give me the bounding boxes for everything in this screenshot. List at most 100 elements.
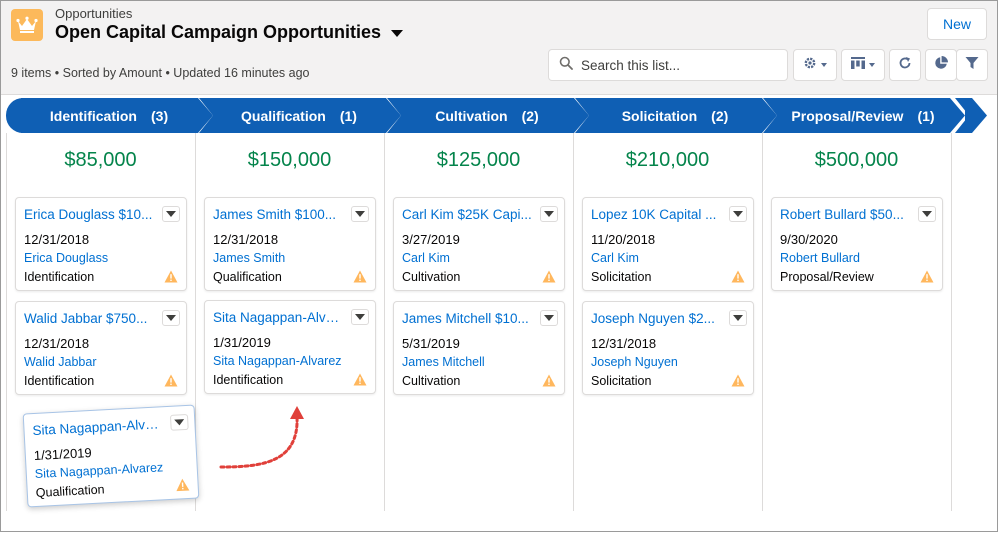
stage-name: Qualification [241, 107, 326, 124]
stage-chevron [971, 98, 987, 133]
list-view-title[interactable]: Open Capital Campaign Opportunities [55, 22, 404, 43]
chevron-down-icon [355, 211, 365, 217]
card-actions-button[interactable] [162, 310, 180, 326]
chevron-down-icon [733, 211, 743, 217]
chevron-down-icon[interactable] [391, 30, 404, 37]
opportunity-name-link[interactable]: Joseph Nguyen $2... [591, 311, 715, 326]
stage-notch [763, 98, 777, 133]
card-actions-button[interactable] [351, 206, 369, 222]
column-total-amount: $150,000 [247, 149, 332, 171]
contact-link[interactable]: Carl Kim [591, 251, 639, 265]
column-divider [762, 133, 763, 511]
opportunity-card[interactable]: Lopez 10K Capital ... 11/20/2018 Carl Ki… [582, 197, 754, 291]
stage-qualification[interactable]: Qualification (1) [213, 98, 385, 133]
gear-icon [803, 56, 817, 75]
opportunity-card[interactable]: Robert Bullard $50... 9/30/2020 Robert B… [771, 197, 943, 291]
card-actions-button[interactable] [540, 206, 558, 222]
stage-notch [199, 98, 213, 133]
contact-link[interactable]: Erica Douglass [24, 251, 109, 265]
dragged-opportunity-card[interactable]: Sita Nagappan-Alva... 1/31/2019 Sita Nag… [22, 404, 200, 508]
stage-count: (3) [151, 107, 169, 124]
search-input[interactable] [581, 57, 771, 73]
chevron-down-icon [355, 314, 365, 320]
close-date: 1/31/2019 [213, 335, 271, 350]
opportunity-card[interactable]: Joseph Nguyen $2... 12/31/2018 Joseph Ng… [582, 301, 754, 395]
contact-link[interactable]: Carl Kim [402, 251, 450, 265]
column-divider [384, 133, 385, 511]
refresh-icon [898, 56, 912, 75]
opportunity-card[interactable]: Walid Jabbar $750... 12/31/2018 Walid Ja… [15, 301, 187, 395]
filter-button[interactable] [956, 49, 988, 81]
stage-cultivation[interactable]: Cultivation (2) [401, 98, 573, 133]
refresh-button[interactable] [889, 49, 921, 81]
opportunity-name-link[interactable]: Erica Douglass $10... [24, 207, 153, 222]
stage-chevron [197, 98, 213, 133]
opportunity-card[interactable]: James Smith $100... 12/31/2018 James Smi… [204, 197, 376, 291]
warning-icon [176, 478, 190, 492]
opportunity-name-link[interactable]: Sita Nagappan-Alva... [32, 416, 163, 439]
close-date: 12/31/2018 [591, 336, 657, 351]
filter-icon [965, 56, 979, 75]
column-divider [195, 133, 196, 511]
stage-next-partial[interactable] [965, 98, 971, 133]
card-actions-button[interactable] [351, 309, 369, 325]
stage-identification[interactable]: Identification (3) [21, 98, 197, 133]
card-actions-button[interactable] [169, 413, 189, 431]
stage-notch [575, 98, 589, 133]
contact-link[interactable]: Joseph Nguyen [591, 355, 678, 369]
warning-icon [542, 374, 556, 387]
stage-name: Cultivation [435, 107, 508, 124]
card-actions-button[interactable] [729, 206, 747, 222]
stage-chevron [573, 98, 589, 133]
stage-count: (1) [339, 107, 357, 124]
chevron-down-icon [166, 315, 176, 321]
opportunity-name-link[interactable]: Carl Kim $25K Capi... [402, 207, 532, 222]
warning-icon [731, 270, 745, 283]
close-date: 12/31/2018 [213, 232, 279, 247]
contact-link[interactable]: Robert Bullard [780, 251, 860, 265]
opportunity-card[interactable]: Sita Nagappan-Alva... 1/31/2019 Sita Nag… [204, 300, 376, 394]
search-icon [559, 56, 573, 75]
opportunity-card[interactable]: Erica Douglass $10... 12/31/2018 Erica D… [15, 197, 187, 291]
chevron-down-icon [922, 211, 932, 217]
list-meta-info: 9 items • Sorted by Amount • Updated 16 … [11, 66, 310, 80]
warning-icon [353, 373, 367, 386]
contact-link[interactable]: James Smith [213, 251, 286, 265]
stage-solicitation[interactable]: Solicitation (2) [589, 98, 761, 133]
opportunity-name-link[interactable]: Walid Jabbar $750... [24, 311, 148, 326]
opportunity-card[interactable]: James Mitchell $10... 5/31/2019 James Mi… [393, 301, 565, 395]
stage-name: Identification [49, 107, 137, 124]
new-button[interactable]: New [927, 8, 987, 40]
column-total-amount: $500,000 [814, 149, 899, 171]
display-as-button[interactable] [841, 49, 885, 81]
warning-icon [542, 270, 556, 283]
search-box[interactable] [548, 49, 788, 81]
close-date: 5/31/2019 [402, 336, 460, 351]
card-actions-button[interactable] [540, 310, 558, 326]
stage-proposal-review[interactable]: Proposal/Review (1) [777, 98, 949, 133]
contact-link[interactable]: James Mitchell [402, 355, 485, 369]
contact-link[interactable]: Sita Nagappan-Alvarez [34, 460, 164, 482]
stage-chevron [385, 98, 401, 133]
close-date: 12/31/2018 [24, 336, 90, 351]
opportunity-card[interactable]: Carl Kim $25K Capi... 3/27/2019 Carl Kim… [393, 197, 565, 291]
charts-button[interactable] [925, 49, 957, 81]
opportunity-name-link[interactable]: Lopez 10K Capital ... [591, 207, 717, 222]
stage-notch [955, 98, 969, 133]
card-actions-button[interactable] [918, 206, 936, 222]
stage-name: Proposal/Review [791, 107, 904, 124]
stage-value: Solicitation [591, 270, 652, 284]
card-actions-button[interactable] [729, 310, 747, 326]
list-view-header: Opportunities Open Capital Campaign Oppo… [1, 1, 997, 95]
opportunity-name-link[interactable]: Robert Bullard $50... [780, 207, 904, 222]
opportunity-name-link[interactable]: Sita Nagappan-Alva... [213, 310, 343, 325]
contact-link[interactable]: Walid Jabbar [24, 355, 97, 369]
contact-link[interactable]: Sita Nagappan-Alvarez [213, 354, 342, 368]
opportunity-name-link[interactable]: James Mitchell $10... [402, 311, 529, 326]
list-settings-button[interactable] [793, 49, 837, 81]
warning-icon [731, 374, 745, 387]
card-actions-button[interactable] [162, 206, 180, 222]
opportunity-name-link[interactable]: James Smith $100... [213, 207, 337, 222]
column-divider [6, 133, 7, 511]
column-divider [951, 133, 952, 511]
